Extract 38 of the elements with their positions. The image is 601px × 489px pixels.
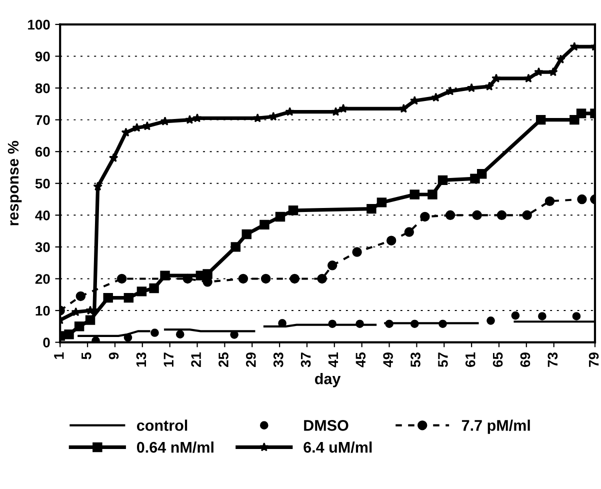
y-tick-label: 50 xyxy=(35,178,50,189)
x-tick-label: 9 xyxy=(108,352,119,360)
y-tick-label: 100 xyxy=(28,20,50,30)
x-tick-label: 37 xyxy=(300,352,311,368)
x-tick-label: 21 xyxy=(191,352,201,367)
x-tick-label: 53 xyxy=(410,352,420,368)
legend-label: control xyxy=(136,420,188,431)
y-tick-label: 80 xyxy=(35,83,50,94)
y-tick-label: 60 xyxy=(35,146,50,157)
x-tick-label: 73 xyxy=(548,352,558,367)
y-tick-label: 70 xyxy=(36,115,50,125)
x-tick-label: 1 xyxy=(54,352,64,359)
y-axis-title: response % xyxy=(8,140,22,226)
x-tick-label: 13 xyxy=(136,352,146,367)
legend-label: DMSO xyxy=(304,420,348,431)
x-tick-label: 41 xyxy=(328,352,338,368)
x-axis-title: day xyxy=(315,373,341,388)
x-tick-label: 25 xyxy=(218,352,228,367)
x-tick-label: 29 xyxy=(246,352,256,367)
y-tick-label: 10 xyxy=(36,306,50,316)
x-tick-label: 5 xyxy=(82,352,92,360)
y-tick-label: 30 xyxy=(35,242,50,252)
legend-label: 6.4 uM/ml xyxy=(304,442,372,453)
x-tick-label: 49 xyxy=(383,352,393,368)
x-tick-label: 65 xyxy=(492,352,503,367)
x-tick-label: 61 xyxy=(465,352,476,367)
legend-label: 0.64 nM/ml xyxy=(136,442,214,453)
y-tick-label: 90 xyxy=(35,52,50,62)
x-tick-label: 45 xyxy=(356,352,366,368)
x-tick-label: 57 xyxy=(438,352,448,368)
x-tick-label: 69 xyxy=(520,352,530,367)
y-tick-label: 0 xyxy=(43,338,50,348)
x-tick-label: 33 xyxy=(273,352,284,368)
x-tick-label: 17 xyxy=(164,352,174,367)
x-tick-label: 79 xyxy=(588,352,599,367)
y-tick-label: 40 xyxy=(35,210,50,220)
legend-label: 7.7 pM/ml xyxy=(462,420,530,434)
y-tick-label: 20 xyxy=(35,274,50,284)
